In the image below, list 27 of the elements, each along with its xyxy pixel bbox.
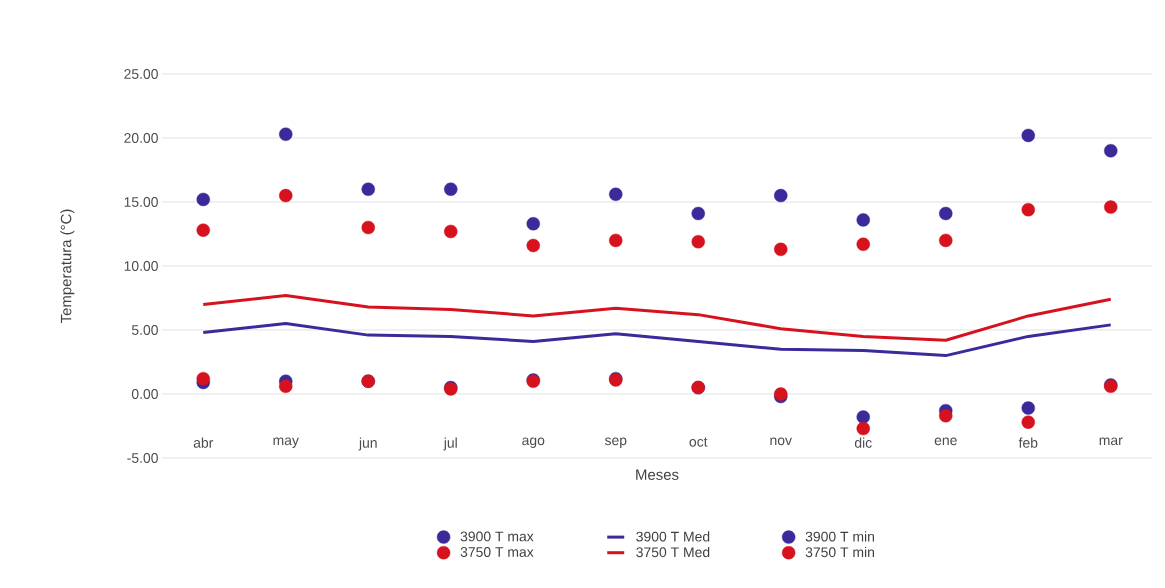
x-tick-label: mar (1099, 437, 1123, 446)
x-tick-label: jul (443, 437, 457, 451)
legend-label: 3750 T max (460, 547, 534, 557)
y-axis-title: Temperatura (°C) (60, 209, 75, 324)
legend-label: 3900 T Med (636, 531, 710, 542)
x-tick-label: ago (522, 437, 545, 448)
x-axis-title: Meses (636, 469, 679, 480)
y-tick-label: 5.00 (131, 325, 158, 335)
y-tick-label: 20.00 (124, 133, 158, 143)
x-tick-label: sep (604, 437, 627, 448)
x-tick-label: nov (770, 437, 792, 446)
legend-label: 3750 T Med (636, 546, 710, 558)
x-tick-label: jun (358, 437, 377, 451)
x-tick-label: feb (1018, 437, 1038, 448)
legend-label: 3900 T min (805, 531, 874, 542)
y-tick-label: 25.00 (124, 69, 158, 79)
y-tick-label: 10.00 (124, 261, 158, 271)
x-tick-label: abr (193, 437, 214, 448)
x-tick-label: dic (854, 437, 872, 448)
legend-label: 3900 T max (460, 531, 534, 542)
x-tick-label: ene (934, 437, 957, 446)
y-tick-label: 0.00 (131, 389, 158, 399)
y-tick-label: 15.00 (124, 197, 158, 207)
x-tick-label: oct (689, 437, 708, 447)
y-tick-label: -5.00 (127, 453, 158, 463)
legend-label: 3750 T min (805, 546, 874, 558)
x-tick-label: may (273, 437, 299, 448)
